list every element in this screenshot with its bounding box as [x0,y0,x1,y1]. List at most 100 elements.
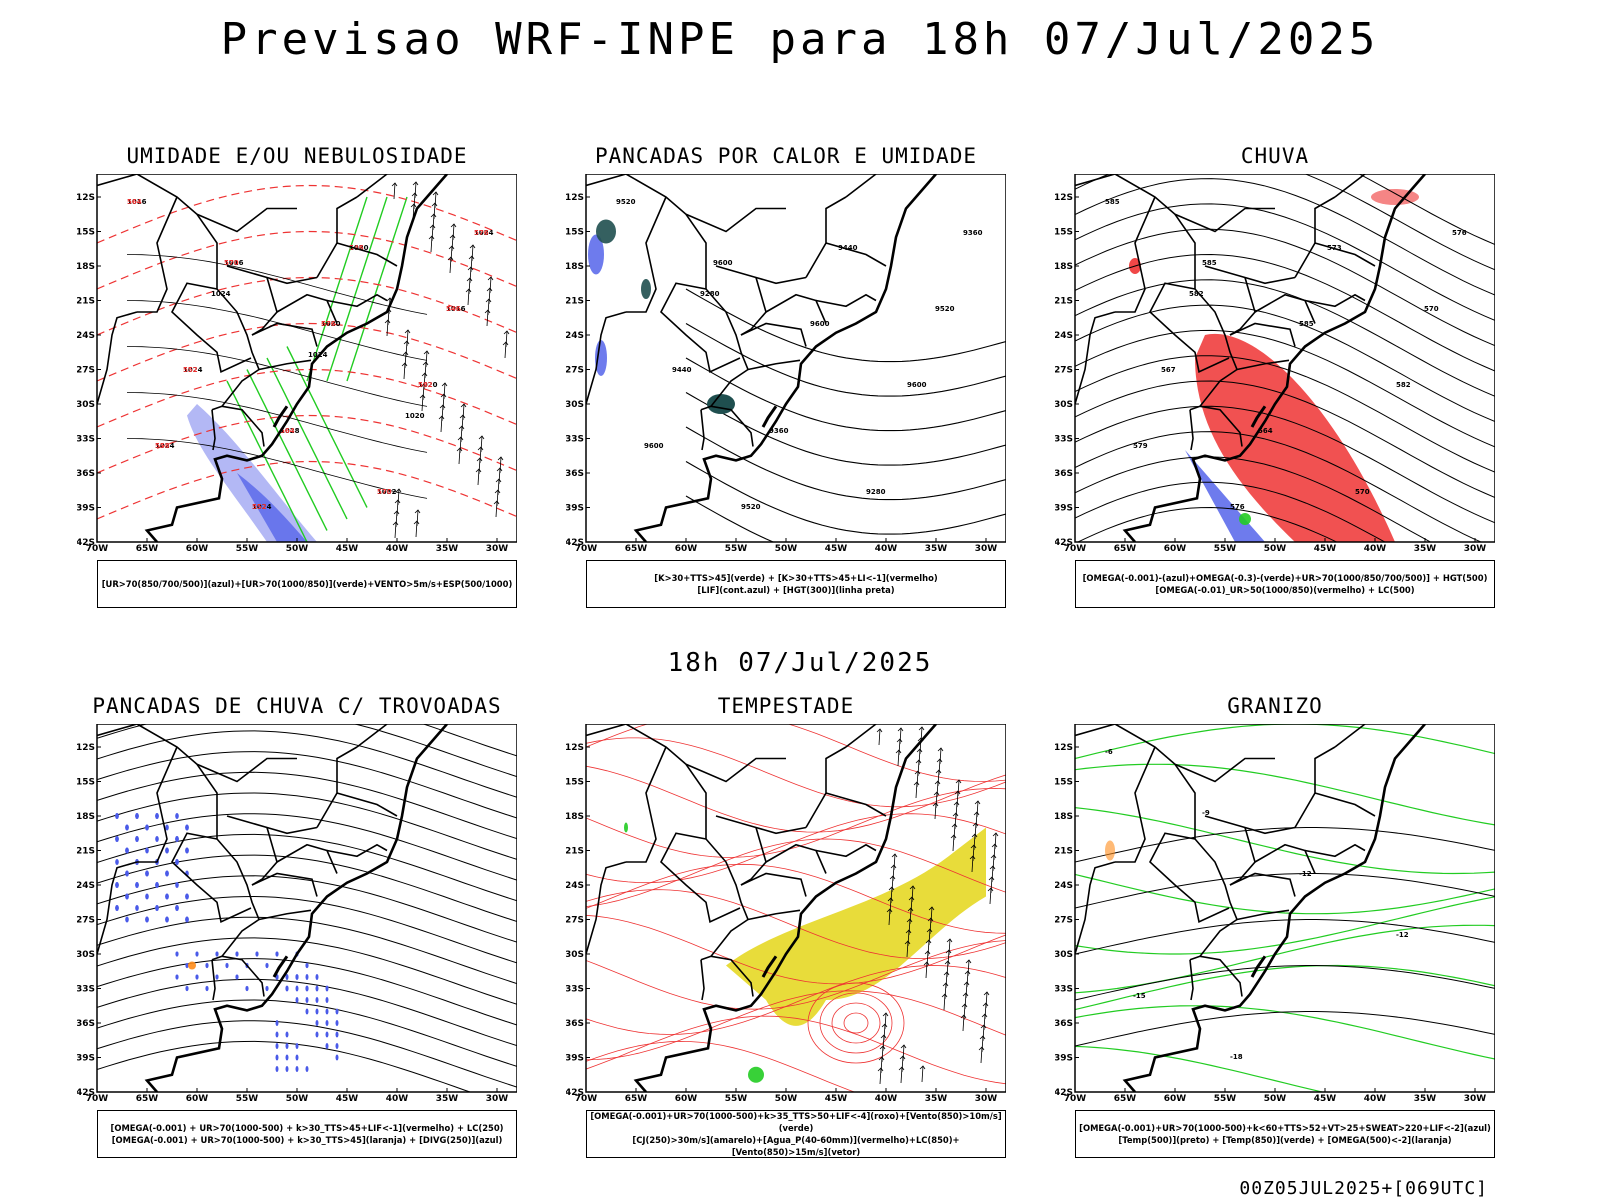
contour-label: 1020 [321,320,341,328]
contour-label: 1020 [405,412,425,420]
lon-tick-label: 60W [675,544,698,554]
lon-tick-label: 70W [86,1094,109,1104]
panel-granizo: GRANIZO -6 -9 -12 -12 -15 -18 12S 15S 18S 21S 24S 2… [1055,694,1495,1176]
lat-tick-label: 39S [77,504,95,514]
contour-label: 552 [183,366,198,374]
lat-tick-label: 30S [566,400,584,410]
lon-tick-label: 70W [575,544,598,554]
panel-title: GRANIZO [1227,694,1323,718]
contour-label: 576 [1230,503,1245,511]
lat-tick-label: 15S [1055,778,1073,788]
lon-tick-label: 40W [1364,1094,1387,1104]
contour-label: 564 [127,198,142,206]
contour-label: 1020 [349,244,369,252]
lat-tick-label: 30S [1055,950,1073,960]
lon-tick-label: 30W [1464,544,1487,554]
contour-label: -9 [1202,809,1210,817]
lon-tick-label: 70W [86,544,109,554]
contour-label: 9520 [741,503,761,511]
contour-label: 576 [321,320,336,328]
map-umidade[interactable]: 1016 1016 1020 1020 1024 1024 1020 1016 1024 1028… [77,174,517,560]
lon-tick-label: 50W [775,544,798,554]
contour-label: 567 [1161,366,1176,374]
panel-title: PANCADAS POR CALOR E UMIDADE [594,144,977,168]
panel-chuva: CHUVA 585 585 585 582 579 576 573 570 567 564 570 5… [1055,144,1495,626]
contour-label: -6 [1105,748,1113,756]
lat-tick-label: 12S [77,193,95,203]
lat-tick-label: 27S [566,366,584,376]
lat-tick-label: 42S [566,1088,584,1098]
lat-tick-label: 42S [77,1088,95,1098]
map-chuva[interactable]: 5855855855825795765735705675645705765821… [1055,174,1495,560]
contour-label: 9360 [769,427,789,435]
contour-label: 582 [1189,290,1204,298]
lon-tick-label: 60W [186,544,209,554]
contour-label: 9520 [616,198,636,206]
lat-tick-label: 27S [1055,366,1073,376]
contour-label: 558 [155,442,170,450]
lon-tick-label: 30W [1464,1094,1487,1104]
lon-tick-label: 40W [875,544,898,554]
lat-tick-label: 15S [1055,228,1073,238]
contour-label: 1032 [377,488,397,496]
lon-tick-label: 35W [1414,1094,1437,1104]
lon-tick-label: 50W [1264,544,1287,554]
lon-tick-label: 55W [1214,1094,1237,1104]
contour-label: 9600 [644,442,664,450]
lat-tick-label: 12S [77,743,95,753]
map-pancadas-calor[interactable]: 9520 9600 9600 9600 9600 9520 9440 9520 9440 9360… [566,174,1006,560]
lon-tick-label: 30W [975,1094,998,1104]
contour-label: 570 [1355,488,1370,496]
lat-tick-label: 15S [77,778,95,788]
panel-trovoadas: PANCADAS DE CHUVA C/ TROVOADAS 12S 15S 18S… [77,694,517,1176]
lat-tick-label: 30S [1055,400,1073,410]
contour-label: -15 [1133,992,1146,1000]
lon-tick-label: 55W [236,544,259,554]
legend-line: [OMEGA(-0.001)+UR>70(1000-500)+k<60+TTS>… [1079,1123,1491,1133]
main-title: Previsao WRF-INPE para 18h 07/Jul/2025 [220,14,1380,65]
lon-tick-label: 45W [1314,544,1337,554]
lon-tick-label: 50W [286,544,309,554]
panel-title: TEMPESTADE [717,694,855,718]
lat-tick-label: 21S [1055,297,1073,307]
lon-tick-label: 35W [1414,544,1437,554]
lat-tick-label: 33S [1055,435,1073,445]
legend-line: [OMEGA(-0.01)_UR>50(1000/850)(vermelho) … [1155,585,1415,595]
panel-legend: [K>30+TTS>45](verde) + [K>30+TTS>45+LI<-… [586,560,1006,608]
lon-tick-label: 65W [136,544,159,554]
contour-label: 9600 [713,259,733,267]
contour-label: 585 [1299,320,1314,328]
lat-tick-label: 12S [1055,743,1073,753]
lat-tick-label: 24S [566,881,584,891]
lon-tick-label: 70W [1064,544,1087,554]
lon-tick-label: 45W [825,544,848,554]
lat-tick-label: 39S [77,1054,95,1064]
contour-label: 9520 [935,305,955,313]
panel-pancadas-calor: PANCADAS POR CALOR E UMIDADE 9520 9600 960… [566,144,1006,626]
contour-label: 9440 [672,366,692,374]
panel-title: CHUVA [1240,144,1310,168]
lon-tick-label: 55W [236,1094,259,1104]
contour-label: -18 [1230,1053,1243,1061]
lon-tick-label: 35W [925,544,948,554]
contour-label: 570 [1424,305,1439,313]
lat-tick-label: 42S [566,538,584,548]
lat-tick-label: 33S [566,435,584,445]
lat-tick-label: 18S [1055,262,1073,272]
lon-tick-label: 30W [975,544,998,554]
lon-tick-label: 40W [386,1094,409,1104]
lat-tick-label: 15S [566,778,584,788]
lon-tick-label: 60W [675,1094,698,1104]
lat-tick-label: 21S [77,297,95,307]
legend-line: [OMEGA(-0.001) + UR>70(1000-500) + k>30_… [110,1123,504,1133]
panel-tempestade: TEMPESTADE 12S 15S 18S 21S 24S 27S 30S 33S 36S 39… [566,694,1006,1176]
lat-tick-label: 24S [77,331,95,341]
lon-tick-label: 35W [436,1094,459,1104]
lat-tick-label: 33S [1055,985,1073,995]
lon-tick-label: 50W [1264,1094,1287,1104]
lat-tick-label: 36S [566,1019,584,1029]
map-granizo[interactable]: -6 -9 -12 -12 -15 -18 12S 15S 18S 21S 24S 27S 30S 33S… [1055,724,1495,1110]
lat-tick-label: 15S [77,228,95,238]
